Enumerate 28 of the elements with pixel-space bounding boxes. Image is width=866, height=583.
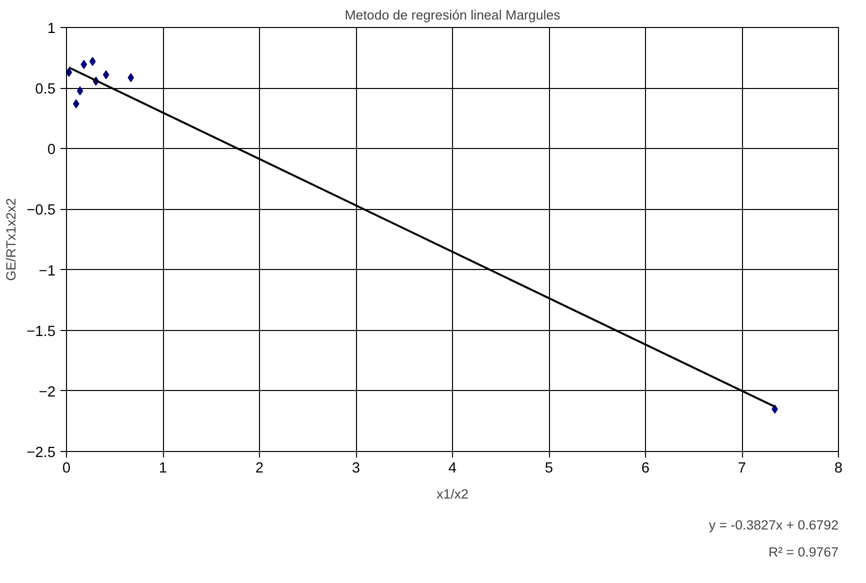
y-tick-label: −2 xyxy=(38,384,56,400)
y-tick-label: −2.5 xyxy=(26,445,56,461)
x-tick-label: 4 xyxy=(448,460,457,476)
x-tick-label: 6 xyxy=(641,460,650,476)
x-axis-title: x1/x2 xyxy=(436,486,468,502)
x-tick-label: 3 xyxy=(352,460,360,476)
point xyxy=(72,99,80,108)
y-tick-label: −0.5 xyxy=(26,202,56,219)
x-tick-label: 2 xyxy=(255,460,264,476)
point xyxy=(80,60,88,69)
x-tick-label: 1 xyxy=(158,460,168,476)
point xyxy=(128,73,134,82)
point xyxy=(76,86,84,96)
x-tick-label: 5 xyxy=(544,460,554,476)
y-tick-label: 0.5 xyxy=(35,82,56,98)
y-axis-title: GE/RTx1x2x2 xyxy=(4,198,19,281)
y-tick-label: −1.5 xyxy=(26,324,56,340)
chart-title: Metodo de regresión lineal Margules xyxy=(344,8,561,22)
x-tick-label: 8 xyxy=(834,460,843,476)
y-tick-label: −1 xyxy=(38,263,56,280)
y-tick-label: 0 xyxy=(47,142,56,158)
point xyxy=(102,70,110,80)
x-tick-label: 0 xyxy=(62,460,71,476)
x-tick-label: 7 xyxy=(738,460,746,476)
y-tick-label: 1 xyxy=(47,21,56,37)
point xyxy=(89,56,96,66)
text: y = -0.3827x + 0.6792 xyxy=(708,518,839,532)
text: R² = 0.9767 xyxy=(768,544,839,560)
